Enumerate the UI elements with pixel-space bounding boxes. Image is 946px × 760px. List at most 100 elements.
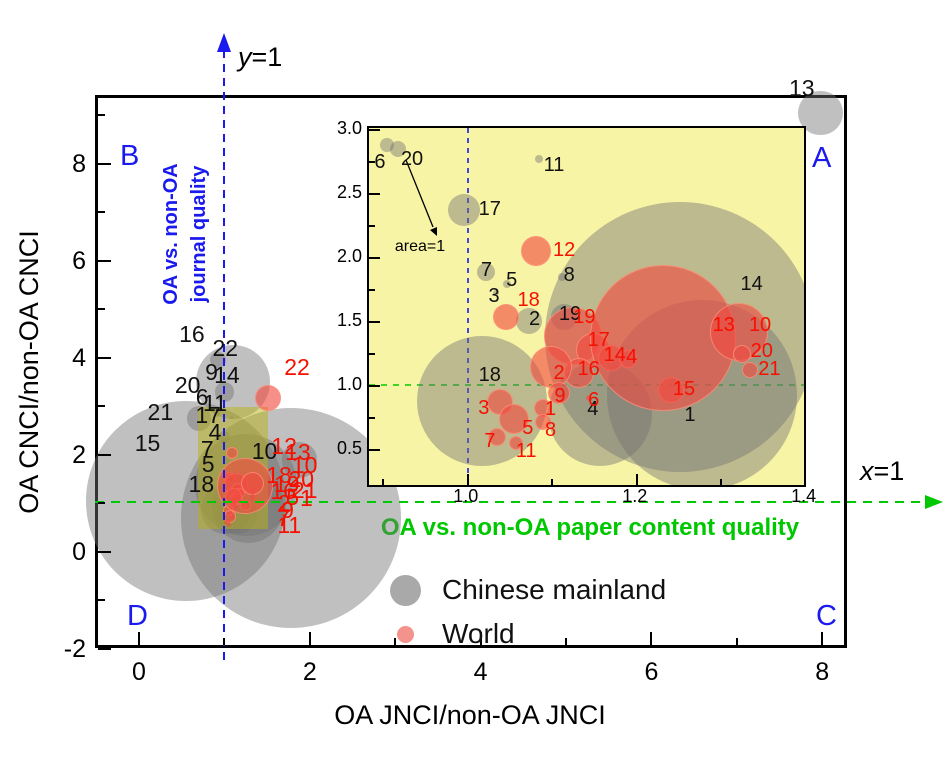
inset-x-minor-tick [720,479,723,485]
inset-point-label-world-5: 5 [522,417,534,440]
y-tick-label: 0 [72,537,86,566]
inset-point-label-world-10: 10 [748,313,772,336]
y-var: y [238,42,252,72]
legend-label: Chinese mainland [442,574,667,605]
inset-point-label-world-16: 16 [577,358,600,381]
point-label-cn-4: 4 [208,419,222,446]
bubble-cn-10 [281,441,318,478]
horizontal-line-equation-label: x=1 [860,456,904,487]
bubble-world-22 [254,384,282,411]
point-label-cn-5: 5 [201,450,215,477]
legend: Chinese mainland World [385,568,715,656]
point-label-cn-16: 16 [179,320,205,347]
inset-point-label-world-12: 12 [552,239,576,262]
y-minor-tick [98,405,105,408]
point-label-cn-10: 10 [251,438,278,465]
inset-point-label-cn-6: 6 [374,151,386,174]
inset-point-label-cn-19: 19 [558,303,582,326]
inset-y-tick-label: 3.0 [336,118,362,139]
area-annotation-arrowhead-icon [430,227,437,236]
inset-y-minor-tick [369,353,375,356]
x-minor-tick [223,638,226,645]
inset-y-tick-label: 2.0 [336,246,362,267]
inset-point-label-world-9: 9 [554,385,566,408]
inset-bubble-cn-7 [477,263,496,282]
inset-bubble-world-11 [509,436,524,451]
inset-bubble-world-9 [548,382,571,405]
x-tick-label: 2 [302,658,317,686]
x-major-tick [137,632,140,645]
bubble-world-20 [249,487,256,494]
inset-y-minor-tick [369,161,375,164]
vertical-line-equation-label: y=1 [238,42,282,73]
x-axis-title: OA JNCI/non-OA JNCI [334,700,606,730]
inset-point-label-cn-20: 20 [400,148,424,171]
inset-point-label-cn-11: 11 [543,153,565,176]
inset-x-major-tick [466,474,469,485]
legend-item-world: World [385,612,715,656]
x-major-tick [821,632,824,645]
inset-bubble-world-21 [742,362,759,379]
point-label-world-12: 12 [271,433,297,460]
point-label-world-1: 1 [299,484,313,511]
corner-label-a: A [812,142,832,174]
area-annotation-arrow [405,159,434,228]
y-major-tick [98,647,111,650]
point-label-cn-21: 21 [147,398,174,425]
point-label-world-16: 16 [270,477,297,504]
legend-item-chinese-mainland: Chinese mainland [385,568,715,612]
x-eq: =1 [873,456,905,486]
inset-y-minor-tick [369,225,375,228]
inset-bubble-cn-3 [492,289,499,296]
inset-bubble-world-12 [520,236,551,267]
inset-y-major-tick [369,257,380,260]
up-arrowhead-icon [217,33,231,52]
point-label-world-7: 7 [276,504,290,531]
inset-y-major-tick [369,449,380,452]
inset-point-label-cn-7: 7 [480,258,492,281]
inset-bubble-world-18 [492,303,519,330]
inset-x-tick-label: 1.4 [791,486,817,506]
y-tick-label: 8 [72,149,86,178]
corner-label-b: B [120,140,140,172]
inset-y-minor-tick [369,289,375,292]
point-label-cn-13: 13 [788,74,815,101]
inset-y-minor-tick [369,417,375,420]
x-tick-label: 6 [644,658,659,686]
inset-x-minor-tick [551,479,554,485]
y-major-tick [98,550,111,553]
point-label-world-2: 2 [277,490,291,517]
y-minor-tick [98,599,105,602]
y-minor-tick [98,114,105,117]
inset-x-major-tick [635,474,638,485]
inset-x-tick-label: 1.0 [453,486,479,506]
inset-y-major-tick [369,385,380,388]
inset-point-label-world-11: 11 [515,440,537,463]
inset-point-label-world-14: 14 [603,344,626,367]
inset-point-label-world-15: 15 [672,377,696,400]
inset-point-label-cn-1: 1 [684,404,696,427]
inset-plot: area=1 6 20 11 17 7 5 3 8 2 19 18 4 1 14 12 18 19 17 14 4 16… [367,126,806,487]
x-major-tick [479,632,482,645]
bubble-world-7 [224,519,231,526]
point-label-world-22: 22 [284,354,310,381]
x-var: x [860,456,874,486]
inset-point-label-cn-14: 14 [740,272,763,295]
inset-point-label-world-6: 6 [588,389,600,412]
y-tick-label: -2 [63,634,86,663]
inset-x-major-tick [805,474,806,485]
inset-y-tick-label: 2.5 [336,182,362,203]
inset-point-label-world-3: 3 [478,396,490,419]
inset-bubble-world-2 [529,345,572,388]
inset-bubble-world-6 [585,394,592,401]
inset-point-label-world-21: 21 [758,358,781,381]
inset-point-label-cn-8: 8 [563,263,575,286]
inset-bubble-cn-18 [417,336,548,467]
inset-point-label-world-19: 19 [573,305,596,328]
inset-y-tick-label: 1.5 [336,310,362,331]
y-minor-tick [98,308,105,311]
bubble-world-12 [225,446,239,460]
point-label-world-13: 13 [285,439,311,466]
inset-point-label-cn-4: 4 [587,398,599,421]
